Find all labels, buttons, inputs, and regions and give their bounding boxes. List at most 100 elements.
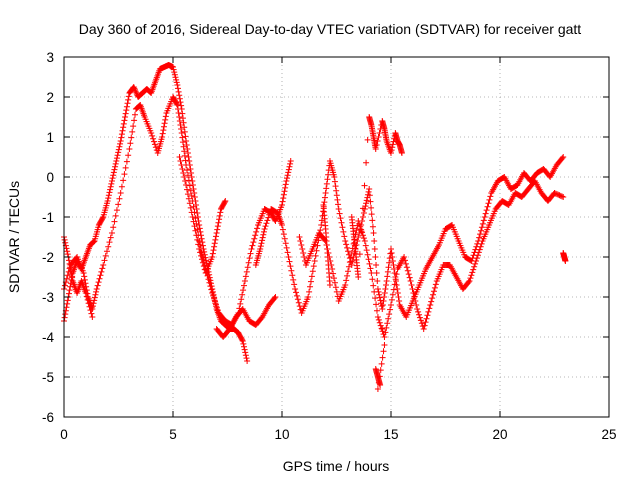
data-point (110, 172, 117, 179)
data-point (280, 231, 287, 238)
data-point (194, 210, 201, 216)
data-point (63, 275, 70, 282)
data-point (343, 241, 350, 248)
data-point (309, 268, 316, 275)
data-point (64, 251, 71, 258)
data-point (376, 291, 383, 298)
data-point (282, 181, 289, 188)
data-point (104, 198, 111, 204)
data-point (262, 223, 269, 230)
data-point (123, 107, 130, 114)
data-point (370, 230, 377, 236)
data-point (241, 278, 248, 284)
data-point (192, 227, 199, 234)
data-point (254, 225, 261, 232)
data-point (293, 289, 300, 296)
data-point (377, 297, 384, 304)
data-point (388, 250, 395, 256)
data-point (260, 228, 267, 235)
data-point (127, 140, 134, 147)
data-point (313, 247, 320, 254)
data-point (365, 188, 372, 195)
data-point (64, 300, 71, 307)
data-point (247, 250, 254, 257)
x-tick-labels: 0 5 10 15 20 25 (60, 427, 616, 442)
data-point (356, 251, 363, 258)
data-point (257, 246, 264, 252)
data-point (237, 300, 244, 307)
data-point (311, 258, 318, 264)
data-point (170, 66, 177, 73)
data-point (368, 204, 375, 211)
data-point (383, 278, 390, 284)
data-point (388, 246, 394, 252)
data-point (177, 122, 184, 128)
data-point (118, 134, 125, 141)
data-point (289, 272, 296, 279)
data-point (81, 273, 88, 280)
data-point (483, 207, 490, 214)
data-point (130, 123, 137, 130)
data-point (172, 74, 179, 81)
data-point (66, 260, 73, 267)
data-point (179, 139, 186, 146)
data-point (474, 252, 481, 259)
data-point (366, 186, 373, 192)
data-point (339, 224, 346, 231)
data-point (394, 290, 401, 296)
data-point (160, 123, 167, 130)
data-point (333, 192, 340, 199)
data-points (61, 62, 569, 392)
y-tick-label: -2 (42, 250, 54, 265)
data-point (559, 155, 566, 162)
data-point (69, 274, 76, 281)
data-point (86, 303, 93, 310)
x-axis-label: GPS time / hours (283, 458, 390, 474)
data-point (466, 278, 473, 284)
data-point (244, 264, 251, 271)
data-point (93, 288, 100, 295)
data-point (410, 290, 417, 296)
data-point (120, 120, 127, 127)
data-point (190, 203, 197, 210)
y-tick-labels: -6 -5 -4 -3 -2 -1 0 1 2 3 (42, 50, 54, 425)
data-point (66, 287, 73, 294)
data-point (121, 117, 128, 124)
data-point (222, 198, 229, 204)
data-point (239, 336, 246, 343)
data-point (279, 226, 286, 233)
data-point (369, 223, 376, 230)
data-point (188, 192, 195, 199)
data-point (372, 254, 379, 260)
data-point (179, 110, 186, 117)
data-point (367, 198, 374, 205)
data-point (115, 201, 122, 208)
data-point (125, 93, 132, 100)
data-point (374, 138, 381, 144)
data-point (209, 250, 216, 257)
data-point (212, 236, 219, 243)
data-point (214, 226, 221, 233)
data-point (181, 128, 188, 135)
data-point (331, 279, 338, 286)
data-point (132, 86, 139, 93)
data-point (413, 302, 420, 308)
data-point (286, 258, 293, 265)
data-point (253, 228, 260, 235)
data-point (396, 298, 403, 304)
data-point (326, 282, 333, 288)
data-point (67, 264, 74, 271)
data-point (389, 258, 396, 264)
data-point (383, 324, 390, 331)
data-point (67, 267, 74, 274)
data-point (320, 208, 327, 215)
data-point (216, 212, 223, 219)
data-point (248, 246, 255, 252)
data-point (84, 296, 91, 303)
data-point (182, 157, 189, 164)
data-point (183, 142, 190, 148)
data-point (61, 314, 68, 321)
data-point (285, 169, 292, 176)
data-point (392, 276, 399, 283)
data-point (252, 232, 259, 239)
